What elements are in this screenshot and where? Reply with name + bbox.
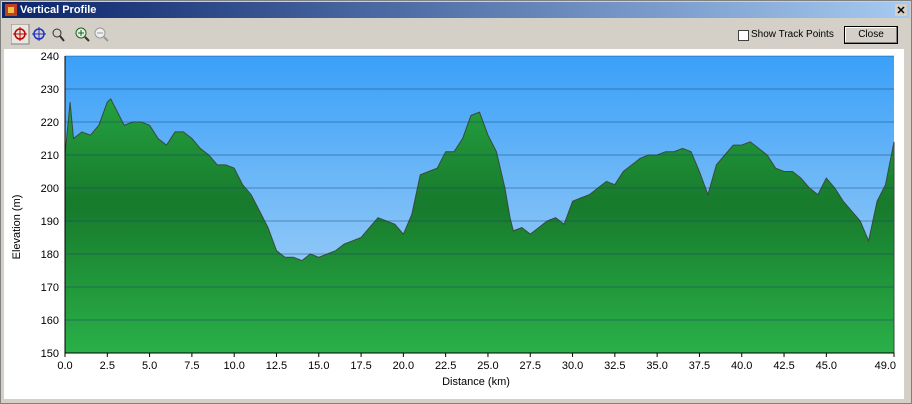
x-tick-label: 10.0	[223, 360, 244, 372]
y-tick-label: 190	[41, 216, 59, 228]
window-title: Vertical Profile	[20, 4, 97, 16]
close-button[interactable]: Close	[844, 26, 898, 44]
x-tick-label: 20.0	[393, 360, 414, 372]
x-tick-label: 5.0	[142, 360, 157, 372]
chart: Elevation (m) Distance (km) 150 160 170 180…	[4, 49, 904, 399]
x-tick-label: 45.0	[816, 360, 837, 372]
x-tick-label: 35.0	[646, 360, 667, 372]
x-tick-label: 30.0	[562, 360, 583, 372]
tool-button[interactable]	[30, 24, 48, 44]
close-x[interactable]	[895, 4, 907, 16]
elevation-area	[64, 98, 895, 354]
checkbox[interactable]	[738, 30, 749, 41]
tool-button[interactable]	[11, 24, 30, 45]
y-tick-label: 240	[41, 51, 59, 63]
y-tick-label: 220	[41, 117, 59, 129]
app-icon	[5, 4, 17, 16]
x-axis-label: Distance (km)	[442, 376, 510, 388]
x-tick-label: 37.5	[689, 360, 710, 372]
y-tick-label: 210	[41, 150, 59, 162]
y-axis-label: Elevation (m)	[11, 195, 23, 260]
tool-button[interactable]	[49, 24, 67, 44]
tool-button[interactable]	[73, 24, 91, 44]
x-tick-label: 49.0	[875, 360, 896, 372]
y-tick-label: 170	[41, 282, 59, 294]
checkbox-label[interactable]: Show Track Points	[751, 29, 834, 40]
y-tick-label: 150	[41, 348, 59, 360]
toolbar	[11, 24, 110, 45]
x-tick-label: 25.0	[477, 360, 498, 372]
y-tick-label: 200	[41, 183, 59, 195]
x-tick-label: 27.5	[520, 360, 541, 372]
tool-button[interactable]	[92, 24, 110, 44]
x-tick-label: 22.5	[435, 360, 456, 372]
y-tick-label: 230	[41, 84, 59, 96]
x-tick-label: 7.5	[184, 360, 199, 372]
x-tick-label: 0.0	[57, 360, 72, 372]
x-tick-label: 2.5	[100, 360, 115, 372]
x-tick-label: 32.5	[604, 360, 625, 372]
x-tick-label: 40.0	[731, 360, 752, 372]
y-tick-label: 180	[41, 249, 59, 261]
x-tick-label: 42.5	[773, 360, 794, 372]
title-bar: Vertical Profile	[2, 2, 910, 18]
y-tick-label: 160	[41, 315, 59, 327]
x-tick-label: 15.0	[308, 360, 329, 372]
x-tick-label: 17.5	[350, 360, 371, 372]
x-tick-label: 12.5	[266, 360, 287, 372]
